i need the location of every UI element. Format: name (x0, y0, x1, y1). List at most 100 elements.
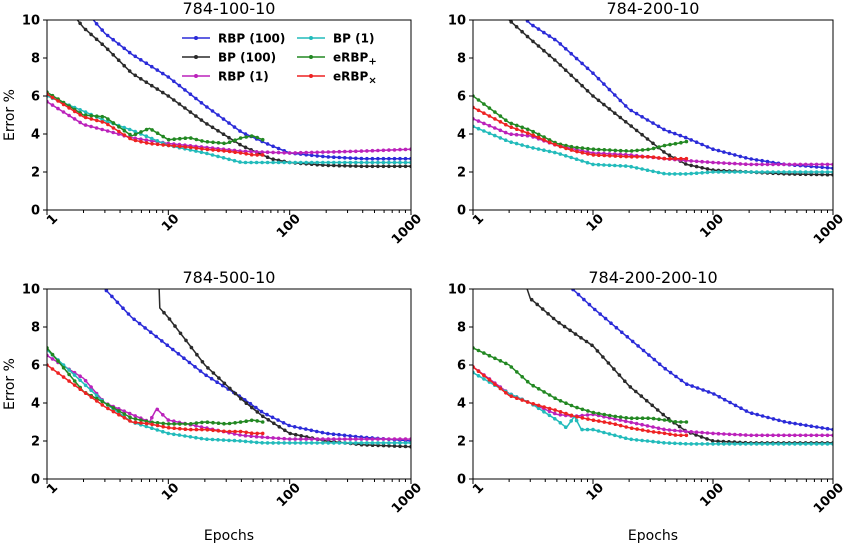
data-point (646, 155, 650, 159)
data-point (743, 433, 748, 437)
data-point (700, 442, 704, 446)
data-point (354, 164, 358, 168)
data-point (575, 405, 579, 410)
data-point (571, 289, 575, 292)
data-point (531, 402, 535, 406)
data-point (520, 29, 524, 34)
data-point (662, 418, 667, 422)
data-point (754, 162, 759, 167)
data-point (89, 32, 93, 37)
data-point (580, 146, 585, 150)
data-point (673, 433, 678, 437)
data-point (591, 153, 596, 157)
data-point (551, 316, 556, 321)
data-point (722, 432, 726, 436)
data-point (655, 408, 660, 412)
data-point (634, 166, 639, 170)
y-tick-label: 2 (457, 435, 466, 450)
data-point (596, 98, 601, 103)
data-point (354, 441, 358, 445)
data-point (798, 442, 803, 446)
data-point (700, 159, 704, 164)
data-point (482, 373, 486, 378)
data-point (211, 371, 216, 375)
data-point (798, 162, 803, 167)
data-point (381, 443, 386, 448)
data-point (561, 276, 565, 280)
data-point (94, 393, 99, 398)
data-point (803, 170, 808, 174)
data-point (353, 434, 358, 439)
data-point (793, 433, 797, 438)
data-point (563, 47, 568, 51)
data-point (591, 94, 595, 98)
data-point (640, 428, 645, 432)
data-point (750, 411, 754, 416)
data-point (200, 139, 204, 143)
data-point (128, 132, 132, 137)
data-point (651, 416, 656, 421)
data-point (188, 435, 193, 439)
data-point (172, 144, 176, 148)
data-point (608, 154, 612, 158)
data-point (553, 37, 557, 42)
data-point (155, 423, 160, 428)
data-point (629, 108, 633, 113)
data-point (651, 141, 655, 146)
data-point (547, 34, 552, 38)
data-point (199, 101, 204, 105)
data-point (83, 27, 88, 32)
data-point (820, 426, 824, 430)
data-point (243, 433, 248, 438)
x-axis-label: Epochs (628, 528, 678, 544)
data-point (293, 151, 298, 155)
data-point (564, 143, 568, 148)
data-point (221, 132, 226, 136)
data-point (187, 360, 192, 365)
data-point (657, 362, 662, 367)
data-point (586, 146, 590, 151)
data-point (580, 407, 585, 412)
data-point (499, 4, 503, 8)
data-point (94, 126, 99, 130)
data-point (536, 132, 541, 137)
data-point (712, 392, 716, 396)
data-point (178, 422, 182, 426)
data-point (623, 419, 628, 424)
data-point (787, 420, 792, 425)
data-point (608, 421, 612, 425)
data-point (585, 66, 590, 71)
data-point (233, 429, 237, 434)
data-point (398, 444, 402, 449)
data-point (272, 421, 276, 426)
data-point (547, 140, 552, 145)
data-point (398, 160, 402, 165)
data-point (765, 170, 770, 174)
data-point (563, 154, 568, 158)
data-point (148, 330, 153, 335)
data-point (657, 417, 661, 422)
data-point (569, 51, 573, 56)
data-point (520, 125, 524, 130)
data-point (678, 441, 683, 446)
data-point (89, 388, 93, 393)
data-point (321, 154, 325, 159)
data-point (678, 429, 683, 433)
data-point (222, 429, 226, 434)
data-point (292, 425, 297, 429)
plot-frame (46, 288, 412, 480)
data-point (248, 401, 253, 406)
data-point (555, 268, 559, 272)
data-point (143, 326, 147, 330)
data-point (205, 428, 210, 432)
data-point (825, 172, 830, 177)
x-tick-label: 10 (159, 211, 182, 234)
data-point (337, 163, 342, 168)
data-point (183, 145, 188, 149)
data-point (498, 359, 503, 363)
data-point (254, 405, 258, 410)
data-point (673, 428, 677, 433)
data-point (337, 155, 342, 160)
data-point (820, 442, 824, 446)
data-point (150, 128, 154, 132)
